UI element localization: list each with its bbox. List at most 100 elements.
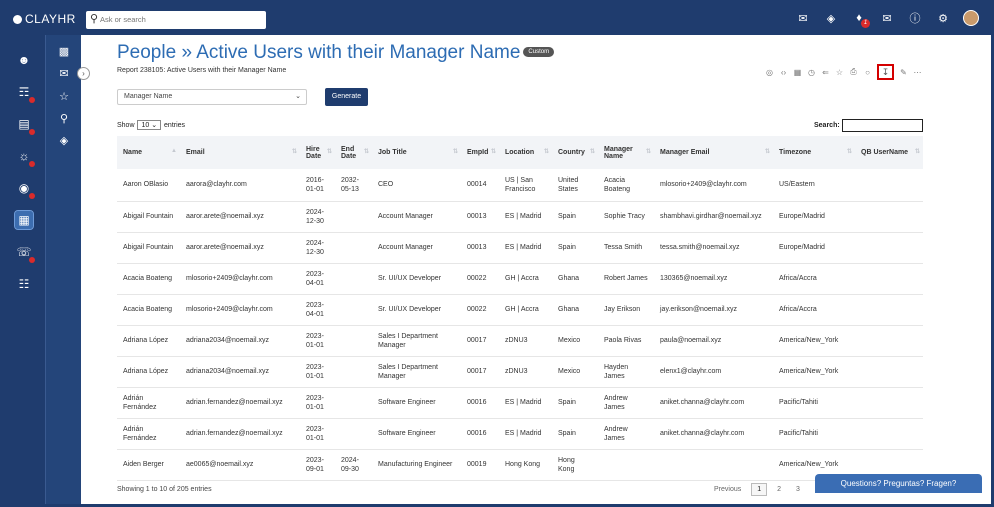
page-2-button[interactable]: 2 [777, 486, 782, 493]
avatar[interactable] [963, 10, 979, 26]
table-row[interactable]: Aiden Berger ae0065@noemail.xyz 2023-09-01… [117, 449, 923, 481]
manager-filter-select[interactable]: Manager Name ⌄ [117, 89, 307, 105]
table-row[interactable]: Aaron OBlasio aarora@clayhr.com 2016-01-01… [117, 169, 923, 202]
table-search-input[interactable] [842, 119, 923, 132]
table-row[interactable]: Adrián Fernández adrian.fernandez@noemail… [117, 387, 923, 419]
column-header[interactable]: Location ⇅ [499, 136, 552, 169]
table-cell: paula@noemail.xyz [654, 325, 773, 357]
table-row[interactable]: Acacia Boateng mlosorio+2409@clayhr.com 20… [117, 294, 923, 326]
column-header[interactable]: Job Title ⇅ [372, 136, 461, 169]
column-header[interactable]: Email ⇅ [180, 136, 300, 169]
expand-icon[interactable]: ⋯ [913, 67, 922, 77]
logo-icon [13, 15, 22, 24]
time-icon[interactable]: ☼ [15, 147, 35, 167]
layers-icon[interactable]: ◈ [826, 12, 836, 25]
chat-help-button[interactable]: Questions? Preguntas? Fragen? [815, 474, 982, 493]
table-row[interactable]: Acacia Boateng mlosorio+2409@clayhr.com 20… [117, 263, 923, 295]
table-cell: zDNU3 [499, 325, 552, 357]
table-cell [335, 356, 372, 388]
reports-icon[interactable]: ▦ [14, 210, 34, 230]
column-header[interactable]: Name ▲ [117, 136, 180, 169]
dashboard-icon[interactable]: ▩ [58, 46, 70, 58]
table-cell: Adrián Fernández [117, 418, 180, 450]
code-icon[interactable]: ‹› [780, 67, 787, 77]
generate-button[interactable]: Generate [325, 88, 368, 106]
clock-icon[interactable]: ◷ [808, 67, 815, 77]
documents-icon[interactable]: ☷ [18, 277, 30, 291]
star-icon[interactable]: ☆ [835, 67, 844, 77]
notification-badge: 1 [861, 19, 870, 28]
sort-icon: ⇅ [490, 149, 496, 155]
show-label: Show [117, 122, 135, 129]
table-row[interactable]: Adriana López adriana2034@noemail.xyz 2023… [117, 356, 923, 388]
search-input[interactable] [100, 12, 262, 27]
info-icon[interactable]: ○ [865, 67, 870, 77]
people-icon[interactable]: ☻ [17, 53, 31, 67]
layers-icon[interactable]: ◈ [59, 135, 69, 147]
table-cell: aniket.channa@clayhr.com [654, 418, 773, 450]
table-cell [855, 294, 923, 326]
page-title: People » Active Users with their Manager… [117, 42, 555, 64]
collapse-toggle[interactable]: › [77, 67, 90, 80]
table-row[interactable]: Adriana López adriana2034@noemail.xyz 2023… [117, 325, 923, 357]
table-cell: 2023-01-01 [300, 387, 335, 419]
recruiting-icon[interactable]: ☶ [15, 83, 35, 103]
table-cell: Adriana López [117, 356, 180, 388]
column-header[interactable]: Manager Email ⇅ [654, 136, 773, 169]
table-cell: mlosorio+2409@clayhr.com [654, 169, 773, 202]
table-cell: 00017 [461, 356, 499, 388]
table-cell: Tessa Smith [598, 232, 654, 264]
table-row[interactable]: Abigail Fountain aaror.arete@noemail.xyz 2… [117, 201, 923, 233]
table-cell: ES | Madrid [499, 232, 552, 264]
table-cell: 00013 [461, 232, 499, 264]
filter-icon[interactable]: ◎ [766, 67, 773, 77]
table-cell: shambhavi.girdhar@noemail.xyz [654, 201, 773, 233]
sort-icon: ⇅ [363, 149, 369, 155]
download-icon[interactable]: ↧ [877, 64, 894, 80]
app-logo[interactable]: CLAYHR [13, 12, 76, 26]
bell-icon[interactable]: ♦ 1 [851, 12, 870, 28]
settings-icon[interactable]: ⚙ [938, 12, 948, 25]
table-cell: 00013 [461, 201, 499, 233]
table-cell: Account Manager [372, 201, 461, 233]
column-header[interactable]: Manager Name ⇅ [598, 136, 654, 169]
previous-button[interactable]: Previous [714, 486, 742, 493]
edit-icon[interactable]: ✎ [900, 67, 907, 77]
column-header-label: Country [558, 149, 585, 156]
grid-icon[interactable]: ▦ [793, 67, 802, 77]
mail-icon[interactable]: ✉ [798, 12, 808, 25]
table-cell [855, 201, 923, 233]
inbox-icon[interactable]: ✉ [59, 68, 69, 80]
page-3-button[interactable]: 3 [796, 486, 800, 493]
column-header[interactable]: Hire Date ⇅ [300, 136, 335, 169]
table-row[interactable]: Adrián Fernández adrian.fernandez@noemail… [117, 418, 923, 450]
page-1-button[interactable]: 1 [751, 483, 768, 496]
analytics-icon[interactable]: ▤ [15, 115, 35, 135]
table-cell: 00022 [461, 294, 499, 326]
table-cell: Africa/Accra [773, 294, 855, 326]
envelope-icon[interactable]: ✉ [882, 12, 892, 25]
column-header[interactable]: Timezone ⇅ [773, 136, 855, 169]
column-header-label: Email [186, 149, 205, 156]
search-icon[interactable]: ⚲ [59, 113, 69, 125]
benefits-icon[interactable]: ◉ [15, 179, 35, 199]
entries-select[interactable]: 10 ⌄ [137, 120, 162, 130]
table-cell: Andrew James [598, 418, 654, 450]
table-cell [335, 201, 372, 233]
global-search[interactable]: ⚲ [86, 11, 266, 29]
table-cell: ES | Madrid [499, 387, 552, 419]
print-icon[interactable]: ⎙ [850, 67, 857, 76]
table-row[interactable]: Abigail Fountain aaror.arete@noemail.xyz 2… [117, 232, 923, 264]
share-icon[interactable]: ⇐ [822, 67, 829, 77]
column-header[interactable]: End Date ⇅ [335, 136, 372, 169]
learning-icon[interactable]: ☏ [15, 243, 35, 263]
column-header[interactable]: QB UserName ⇅ [855, 136, 923, 169]
help-icon[interactable]: ⓘ [909, 13, 921, 25]
table-cell: jay.erikson@noemail.xyz [654, 294, 773, 326]
column-header-label: QB UserName [861, 149, 909, 156]
table-cell: Spain [552, 418, 598, 450]
table-cell: ES | Madrid [499, 418, 552, 450]
column-header[interactable]: Country ⇅ [552, 136, 598, 169]
column-header[interactable]: EmpId ⇅ [461, 136, 499, 169]
star-icon[interactable]: ☆ [59, 91, 69, 103]
